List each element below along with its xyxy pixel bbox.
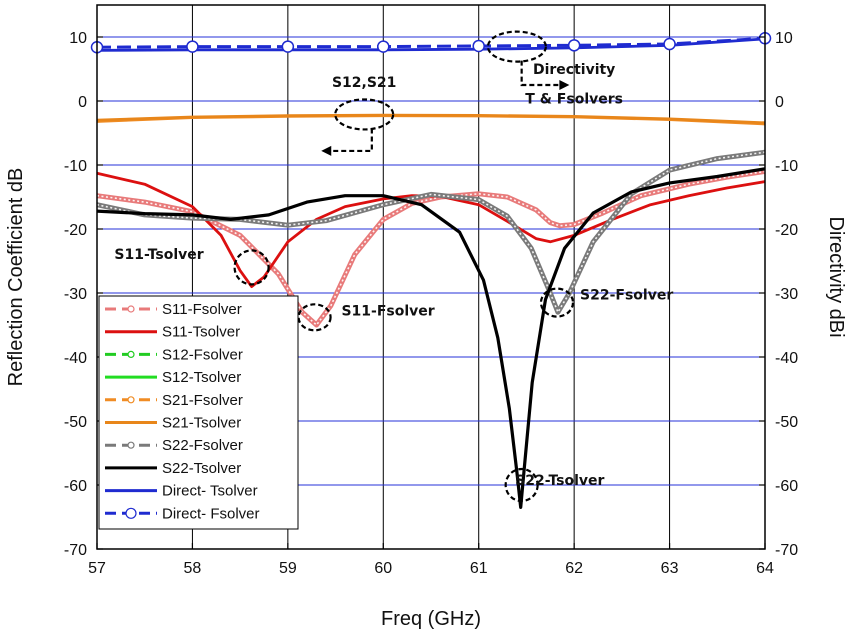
series-point xyxy=(472,39,485,53)
legend-marker xyxy=(127,396,135,404)
y-axis-title-left: Reflection Coefficient dB xyxy=(5,168,27,387)
legend-marker xyxy=(125,507,137,519)
series-point xyxy=(186,40,199,53)
legend-label: Direct- Fsolver xyxy=(162,505,260,522)
x-tick-label: 63 xyxy=(661,560,679,577)
y-axis-title-right: Directivity dBi xyxy=(825,216,847,337)
y-tick-label-left: -60 xyxy=(64,478,87,495)
y-tick-label-right: -70 xyxy=(775,542,798,559)
x-tick-label: 61 xyxy=(470,560,488,577)
dashed-ellipse xyxy=(233,249,270,286)
arrow-head xyxy=(559,80,570,90)
plot-frame xyxy=(96,4,766,550)
legend-label: Direct- Tsolver xyxy=(162,483,258,500)
annotation-label: S11-Fsolver xyxy=(341,303,434,319)
annotation-label: Directivity xyxy=(533,62,615,78)
y-tick-label-right: 10 xyxy=(775,30,793,47)
arrow-s12-s21 xyxy=(330,128,373,153)
y-tick-label-left: -40 xyxy=(64,350,87,367)
series-point xyxy=(567,39,581,52)
y-tick-label-left: -20 xyxy=(64,222,87,239)
x-tick-label: 57 xyxy=(88,560,106,577)
dashed-ellipse xyxy=(539,287,575,318)
y-tick-label-left: -50 xyxy=(64,414,87,431)
y-tick-label-right: 0 xyxy=(775,94,784,111)
legend-marker xyxy=(127,441,135,449)
legend-label: S12-Fsolver xyxy=(162,346,243,363)
legend-marker xyxy=(127,350,135,358)
x-tick-label: 60 xyxy=(374,560,392,577)
annotation-label: T & Fsolvers xyxy=(525,92,623,108)
legend-label: S11-Tsolver xyxy=(162,324,240,341)
y-tick-label-right: -30 xyxy=(775,286,798,303)
legend-label: S12-Tsolver xyxy=(162,369,241,386)
legend-label: S22-Fsolver xyxy=(162,437,243,454)
x-axis-title: Freq (GHz) xyxy=(381,608,481,630)
annotation-label: S12,S21 xyxy=(332,75,396,91)
dashed-ellipse xyxy=(297,303,332,332)
x-tick-label: 59 xyxy=(279,560,297,577)
legend-label: S22-Tsolver xyxy=(162,460,241,477)
arrow-directivity xyxy=(520,60,560,87)
x-tick-label: 62 xyxy=(565,560,583,577)
legend: S11-Fsolver S11-Tsolver S12-Fsolver S12-Tso… xyxy=(98,295,299,530)
legend-label: S21-Fsolver xyxy=(162,392,243,409)
dashed-ellipse xyxy=(334,98,395,131)
y-tick-label-right: -20 xyxy=(775,222,798,239)
series-line-s22-tsolver xyxy=(96,167,766,509)
arrow-head xyxy=(321,145,332,156)
annotation-label: S22-Tsolver xyxy=(515,473,604,489)
annotations: S12,S21 Directivity T & Fsolvers S11-Tsolve… xyxy=(114,62,673,489)
y-tick-label-left: 0 xyxy=(78,94,87,111)
series-line-s11-fsolver-beads xyxy=(96,170,766,327)
y-tick-label-left: -10 xyxy=(64,158,87,175)
y-tick-label-left: -70 xyxy=(64,542,87,559)
series-line-direct-fsolver xyxy=(96,36,766,49)
y-tick-label-right: -40 xyxy=(775,350,798,367)
legend-marker xyxy=(127,305,135,313)
series-line-s21-tsolver xyxy=(96,113,766,125)
annotation-label: S11-Tsolver xyxy=(114,247,203,263)
series-point xyxy=(281,40,295,53)
y-tick-label-right: -60 xyxy=(775,478,798,495)
series-layer xyxy=(90,32,772,509)
axis-ticks: 57 58 59 60 61 62 63 64 10 10 0 0 -10 -10 -20 -20 -30 -30… xyxy=(64,30,798,577)
annotation-label: S22-Fsolver xyxy=(580,287,673,303)
series-point xyxy=(663,37,676,51)
y-tick-label-left: 10 xyxy=(69,30,87,47)
legend-box xyxy=(98,295,299,530)
x-tick-label: 64 xyxy=(756,560,774,577)
series-line-s11-tsolver xyxy=(96,171,766,288)
dashed-ellipse xyxy=(486,30,547,63)
y-tick-label-right: -50 xyxy=(775,414,798,431)
legend-label: S11-Fsolver xyxy=(162,301,242,318)
series-point xyxy=(377,40,390,53)
y-tick-label-left: -30 xyxy=(64,286,87,303)
annotation-markers xyxy=(233,30,575,503)
y-tick-label-right: -10 xyxy=(775,158,798,175)
dashed-ellipse xyxy=(504,467,539,503)
legend-label: S21-Tsolver xyxy=(162,415,241,432)
series-line-direct-tsolver xyxy=(96,37,766,52)
x-tick-label: 58 xyxy=(184,560,202,577)
